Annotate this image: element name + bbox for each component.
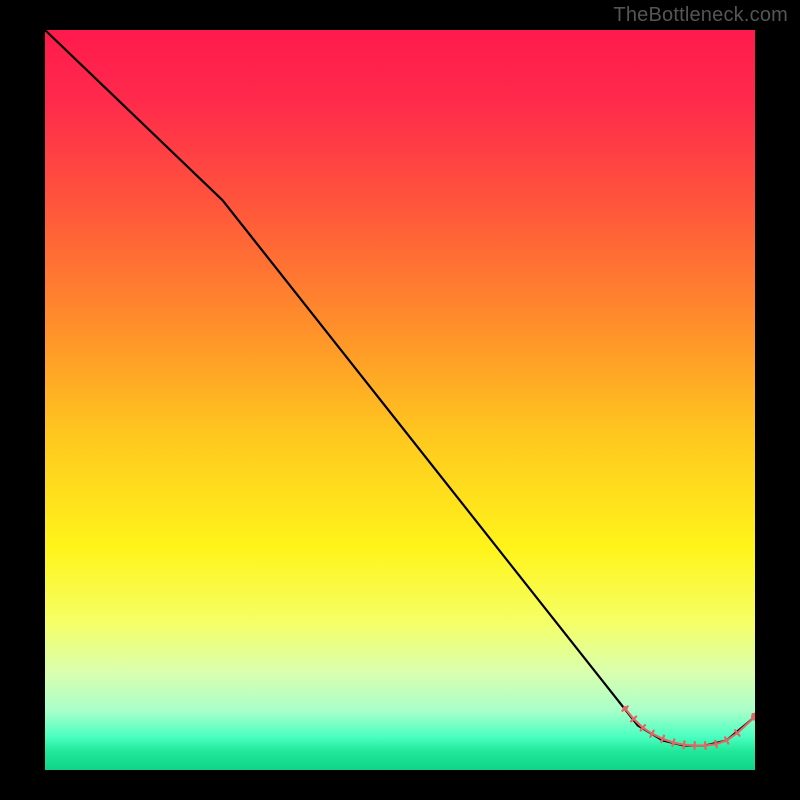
main-curve-line bbox=[45, 30, 755, 746]
marker-tick bbox=[672, 739, 674, 746]
chart-overlay bbox=[45, 30, 755, 770]
marker-start-dot bbox=[622, 706, 627, 711]
marker-tick bbox=[684, 741, 685, 748]
plot-area bbox=[45, 30, 755, 770]
chart-frame: TheBottleneck.com bbox=[0, 0, 800, 800]
marker-series bbox=[622, 706, 755, 749]
watermark-text: TheBottleneck.com bbox=[613, 4, 788, 27]
